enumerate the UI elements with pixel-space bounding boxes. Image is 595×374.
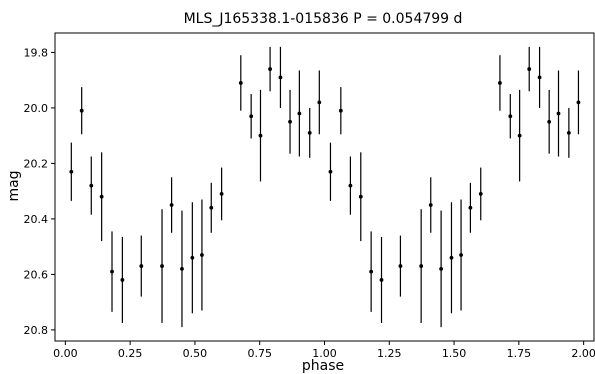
x-tick-label: 1.25 bbox=[377, 347, 402, 360]
y-axis: 19.8 20.0 20.2 20.4 20.6 20.8 bbox=[24, 46, 55, 337]
data-point bbox=[238, 81, 243, 85]
data-point bbox=[556, 111, 561, 116]
x-tick-label: 0.75 bbox=[247, 347, 272, 360]
x-axis-label: phase bbox=[302, 358, 344, 374]
data-point bbox=[348, 183, 353, 188]
data-point bbox=[160, 264, 164, 268]
data-point bbox=[258, 133, 263, 138]
data-point bbox=[498, 81, 502, 85]
data-point bbox=[297, 111, 302, 116]
data-point bbox=[180, 266, 184, 271]
data-point bbox=[307, 130, 312, 135]
data-point bbox=[249, 114, 254, 119]
data-point bbox=[69, 169, 74, 174]
data-point bbox=[566, 130, 571, 135]
x-tick-label: 1.75 bbox=[507, 347, 532, 360]
data-point bbox=[527, 67, 532, 71]
data-point bbox=[139, 264, 144, 268]
data-point bbox=[317, 100, 322, 105]
data-point bbox=[449, 255, 454, 260]
data-point bbox=[398, 264, 403, 268]
y-tick-label: 19.8 bbox=[24, 46, 49, 59]
data-point bbox=[508, 114, 513, 119]
data-point bbox=[517, 133, 522, 138]
data-point bbox=[379, 278, 384, 282]
data-point bbox=[338, 108, 343, 113]
x-tick-label: 1.50 bbox=[442, 347, 467, 360]
y-tick-label: 20.4 bbox=[24, 213, 49, 226]
data-point bbox=[200, 253, 204, 257]
data-point bbox=[428, 203, 433, 207]
data-point bbox=[478, 192, 483, 196]
y-tick-label: 20.8 bbox=[24, 324, 49, 337]
data-point bbox=[468, 205, 473, 210]
data-point bbox=[89, 183, 94, 188]
data-point bbox=[120, 278, 125, 282]
data-point bbox=[190, 255, 195, 260]
data-point bbox=[110, 269, 114, 274]
x-axis: 0.00 0.25 0.50 0.75 1.00 1.25 1.50 1.75 2.00 bbox=[53, 341, 595, 360]
data-point bbox=[268, 67, 272, 71]
data-point bbox=[288, 119, 292, 124]
data-point bbox=[169, 203, 174, 207]
x-tick-label: 0.25 bbox=[118, 347, 143, 360]
data-point bbox=[459, 253, 463, 257]
data-point bbox=[547, 119, 552, 124]
data-point bbox=[219, 192, 224, 196]
y-axis-label: mag bbox=[6, 170, 22, 201]
data-point bbox=[419, 264, 424, 268]
data-point bbox=[79, 108, 84, 113]
x-tick-label: 2.00 bbox=[571, 347, 595, 360]
data-point bbox=[537, 75, 542, 80]
data-point bbox=[328, 169, 333, 174]
chart-title: MLS_J165338.1-015836 P = 0.054799 d bbox=[184, 11, 463, 27]
data-point bbox=[209, 205, 214, 210]
y-tick-label: 20.2 bbox=[24, 157, 49, 170]
data-points bbox=[69, 46, 581, 328]
y-tick-label: 20.6 bbox=[24, 268, 49, 281]
data-point bbox=[358, 194, 363, 199]
x-tick-label: 0.00 bbox=[53, 347, 78, 360]
y-tick-label: 20.0 bbox=[24, 102, 49, 115]
x-tick-label: 0.50 bbox=[183, 347, 208, 360]
data-point bbox=[576, 100, 581, 105]
data-point bbox=[99, 194, 104, 199]
data-point bbox=[369, 269, 374, 274]
plot-frame bbox=[54, 32, 595, 342]
data-point bbox=[278, 75, 283, 80]
x-tick-label: 1.00 bbox=[312, 347, 337, 360]
data-point bbox=[439, 266, 444, 271]
